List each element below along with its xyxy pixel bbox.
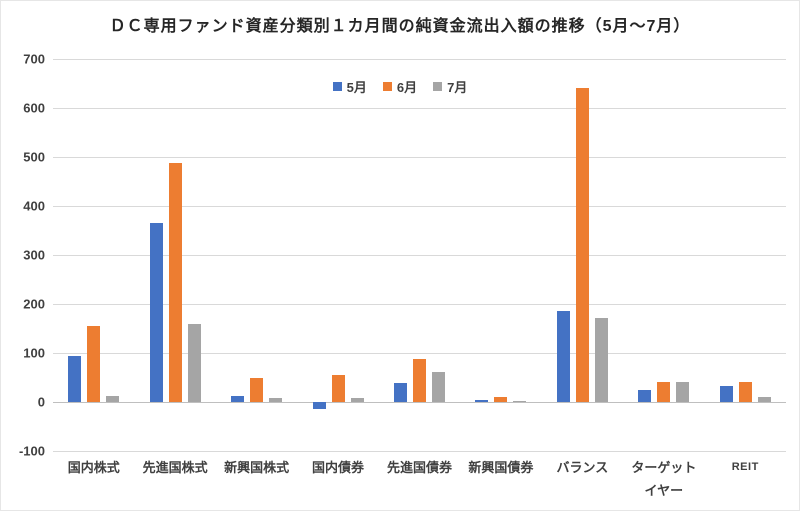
gridline [53, 304, 786, 305]
legend: 5月 6月 7月 [1, 77, 799, 96]
bar [719, 385, 733, 402]
bar [168, 163, 182, 402]
legend-item: 6月 [382, 77, 418, 96]
gridline [53, 255, 786, 256]
bar [68, 356, 82, 402]
gridline [53, 353, 786, 354]
x-category-label: REIT [731, 461, 759, 473]
bar [350, 397, 364, 402]
x-category-label: 新興国株式 [224, 460, 290, 475]
bar [312, 402, 326, 410]
bar [757, 397, 771, 402]
y-tick-label: 0 [37, 394, 45, 410]
legend-label: 7月 [447, 80, 468, 95]
y-tick-label: 600 [23, 100, 45, 116]
y-tick-label: 700 [23, 51, 45, 67]
y-tick-label: 500 [23, 149, 45, 165]
legend-swatch [332, 82, 342, 91]
x-category-label: 国内債券 [312, 460, 365, 475]
bar [106, 395, 120, 402]
bar [269, 397, 283, 402]
bar [657, 382, 671, 402]
gridline [53, 108, 786, 109]
bar [556, 311, 570, 402]
bar [738, 382, 752, 402]
legend-label: 5月 [346, 80, 367, 95]
bar [250, 377, 264, 402]
bar [432, 371, 445, 402]
y-tick-label: 300 [23, 247, 45, 263]
bar [475, 400, 489, 402]
legend-item: 5月 [332, 77, 367, 96]
x-axis-line [53, 402, 786, 403]
gridline [53, 157, 786, 158]
gridline [53, 59, 786, 60]
bar [331, 375, 345, 402]
bar [494, 397, 508, 402]
bar [638, 389, 652, 402]
bar [575, 88, 589, 402]
legend-label: 6月 [396, 80, 418, 95]
x-category-label: 先進国債券 [386, 460, 452, 475]
y-tick-label: 100 [23, 345, 45, 361]
x-category-label: バランス [556, 460, 609, 475]
gridline [53, 451, 786, 452]
bar [87, 326, 101, 402]
x-category-label: ターゲット イヤー [631, 460, 697, 498]
y-tick-label: -100 [18, 443, 45, 459]
bar [231, 395, 245, 402]
legend-item: 7月 [433, 77, 467, 96]
bar [149, 223, 163, 402]
y-tick-label: 200 [23, 296, 45, 312]
y-tick-label: 400 [23, 198, 45, 214]
bar [676, 382, 690, 402]
bar [394, 382, 407, 402]
legend-swatch [433, 82, 443, 91]
bar [187, 323, 201, 402]
x-category-label: 先進国株式 [142, 460, 208, 475]
bar [513, 400, 527, 402]
legend-swatch [382, 82, 392, 91]
bar [594, 317, 608, 402]
bar [413, 358, 426, 402]
gridline [53, 206, 786, 207]
x-category-label: 国内株式 [67, 460, 120, 475]
chart-title: ＤＣ専用ファンド資産分類別１カ月間の純資金流出入額の推移（5月～7月） [109, 18, 691, 35]
x-category-label: 新興国債券 [468, 460, 534, 475]
